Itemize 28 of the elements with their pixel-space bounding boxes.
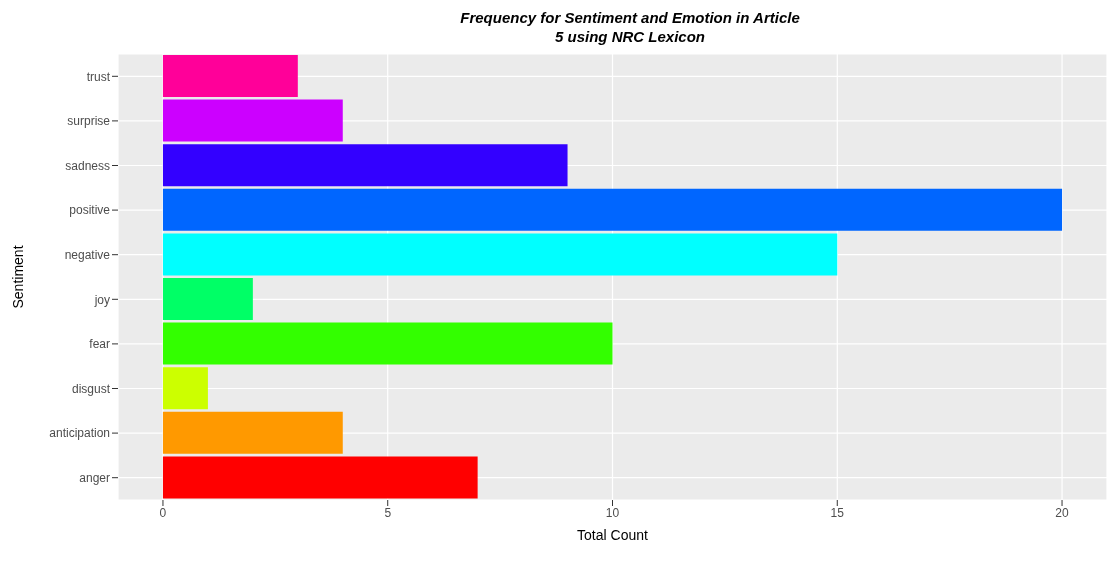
x-tick-label: 15: [830, 505, 845, 520]
y-tick-label: sadness: [65, 158, 110, 173]
y-tick-label: positive: [69, 203, 111, 218]
bar: [162, 456, 478, 499]
x-axis-title: Total Count: [577, 527, 649, 543]
bar: [162, 411, 343, 454]
y-tick-label: surprise: [67, 114, 111, 129]
bar: [162, 233, 838, 276]
x-tick-label: 20: [1055, 505, 1070, 520]
bar: [162, 278, 253, 320]
y-tick-label: trust: [86, 69, 111, 84]
y-tick-label: joy: [93, 292, 110, 307]
bar: [162, 99, 343, 142]
x-tick-label: 10: [605, 505, 620, 520]
x-tick-label: 0: [159, 505, 167, 520]
y-tick-label: disgust: [71, 381, 111, 396]
bar: [162, 188, 1063, 231]
bar: [162, 144, 568, 187]
bar: [162, 55, 298, 97]
y-tick-label: anger: [79, 470, 110, 485]
y-axis-title: Sentiment: [9, 245, 26, 309]
bar: [162, 322, 613, 365]
chart-title: Frequency for Sentiment and Emotion in Article 5 using NRC Lexicon: [460, 8, 800, 46]
y-tick-label: negative: [64, 247, 111, 262]
bar: [162, 367, 208, 410]
y-tick-label: fear: [89, 337, 110, 352]
y-tick-label: anticipation: [49, 426, 110, 441]
x-tick-label: 5: [384, 505, 392, 520]
